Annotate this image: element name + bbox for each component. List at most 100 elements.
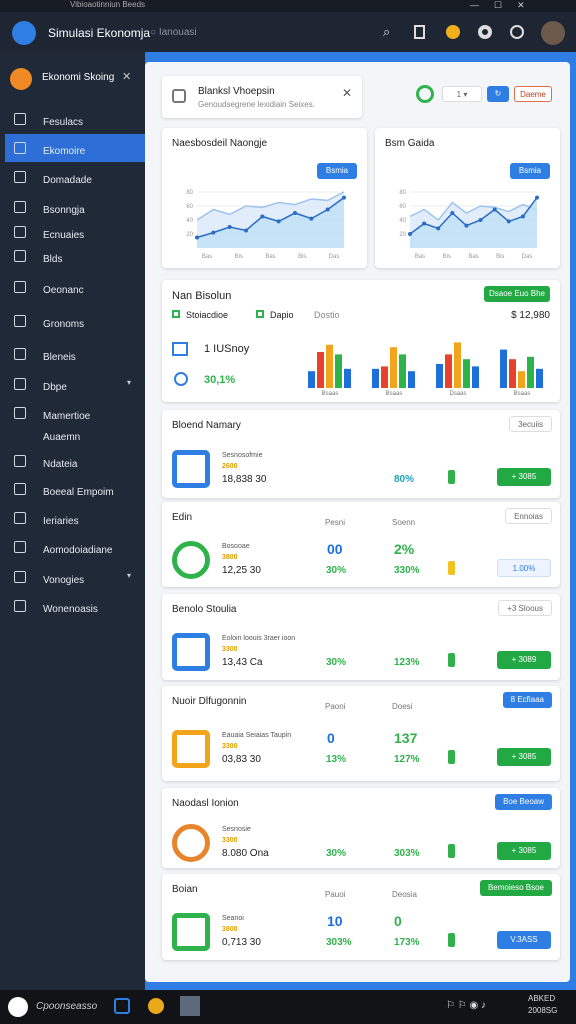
chart-title: Bsm Gaida <box>385 138 435 149</box>
summary-tab[interactable]: Dapio <box>256 310 294 320</box>
status-icon[interactable] <box>416 85 434 103</box>
start-button[interactable] <box>8 997 28 1017</box>
nav-item[interactable]: Ieriaries <box>5 504 145 532</box>
row-action[interactable]: + 3085 <box>497 747 551 766</box>
section-button[interactable]: Bemoieso Bsoe <box>479 880 552 896</box>
icon-button[interactable]: ↻ <box>487 86 509 102</box>
nav-item[interactable]: Dbpe ▾ <box>5 370 145 398</box>
sidebar-title: Ekonomi Skoing <box>42 72 115 83</box>
section-button[interactable]: +3 Sloous <box>498 600 552 616</box>
task-browser[interactable] <box>148 998 164 1014</box>
nav-item[interactable]: Ekomoire <box>5 134 145 162</box>
taskbar-search[interactable]: Cpoonseasso <box>36 1001 98 1012</box>
point <box>492 207 497 212</box>
nav-label: Gronoms <box>43 319 85 330</box>
section-card: Naodasl Ionion Boe Beoaw Sesnosie 3300 8.080… <box>162 788 560 868</box>
nav-item[interactable]: Gronoms <box>5 307 145 335</box>
nav-item[interactable]: Bsonngja <box>5 193 145 221</box>
clock-time: ABKED <box>528 994 556 1003</box>
row-action[interactable]: + 3085 <box>497 468 551 486</box>
select-value: 1 <box>456 90 462 99</box>
section-title: Benolo Stoulia <box>172 604 237 615</box>
row-action[interactable]: + 3085 <box>497 842 551 860</box>
toolbar-button[interactable]: Daeme <box>514 86 552 102</box>
row-action[interactable]: 1.00% <box>497 558 551 577</box>
tab-label: Dostio <box>314 310 340 320</box>
nav-icon <box>14 250 26 262</box>
window-title: Vibioaotinniun Beeds <box>70 0 146 9</box>
summary-tab[interactable]: Dostio <box>314 310 340 320</box>
nav-label: Ieriaries <box>43 516 79 527</box>
bar <box>381 366 388 388</box>
row-amount: 03,83 30 <box>222 753 261 765</box>
row-percent-2: 303% <box>394 848 420 859</box>
row-amount: 18,838 30 <box>222 474 267 485</box>
bar <box>372 368 379 388</box>
nav-icon <box>14 483 26 495</box>
help-icon[interactable] <box>510 25 524 39</box>
section-button[interactable]: Ennoias <box>505 508 552 524</box>
x-tick-label: Bis <box>235 254 243 260</box>
window-controls[interactable]: — ☐ ✕ <box>470 0 525 10</box>
nav-label: Ekomoire <box>43 146 86 157</box>
row-indicator <box>448 844 455 858</box>
row-value-2: 0 <box>394 913 402 929</box>
nav-item[interactable]: Domadade <box>5 163 145 191</box>
bar <box>390 347 397 388</box>
row-tag: 3300 <box>222 742 238 750</box>
summary-button[interactable]: Dsaoe Euo Bhe <box>484 286 550 302</box>
search-icon[interactable]: ⌕ <box>383 24 391 39</box>
nav-icon <box>14 142 26 154</box>
chart-button[interactable]: Bsmia <box>510 163 550 179</box>
point <box>325 207 330 212</box>
row-indicator <box>448 470 455 484</box>
chart-button[interactable]: Bsmia <box>317 163 357 179</box>
section-button[interactable]: Boe Beoaw <box>495 794 552 810</box>
nav-item[interactable]: Mamertioe Auaemn <box>5 399 145 443</box>
section-card: Boian Bemoieso Bsoe Pauoi Deosia Seanoi 3800 0… <box>162 874 560 960</box>
summary-tab[interactable]: Stoiacdioe <box>172 310 228 320</box>
bookmark-icon[interactable] <box>414 25 425 39</box>
settings-icon[interactable] <box>478 25 492 39</box>
nav-item[interactable]: Ndateia <box>5 447 145 475</box>
nav-item[interactable]: Ecnuaies <box>5 218 145 246</box>
nav-item[interactable]: Vonogies ▾ <box>5 563 145 591</box>
row-value-2: 2% <box>394 540 415 557</box>
nav-item[interactable]: Oeonanc <box>5 273 145 301</box>
point <box>260 214 265 219</box>
point <box>450 211 455 215</box>
title-strip: Vibioaotinniun Beeds — ☐ ✕ <box>0 0 576 12</box>
row-action[interactable]: + 3089 <box>497 651 551 669</box>
task-app[interactable] <box>114 998 130 1014</box>
x-tick-label: Das <box>329 254 340 260</box>
row-action[interactable]: V.3ASS <box>497 931 551 949</box>
nav-item[interactable]: Aomodoiadiane <box>5 533 145 561</box>
clock-date: 2008SG <box>528 1006 558 1015</box>
nav-item[interactable]: Fesulacs <box>5 105 145 133</box>
notification-icon[interactable] <box>446 25 460 39</box>
search-box[interactable]: ○ Ianouasi <box>150 27 197 38</box>
task-files[interactable] <box>180 996 200 1016</box>
nav-item[interactable]: Boeeal Empoim <box>5 475 145 503</box>
row-percent-2: 127% <box>394 753 420 765</box>
nav-item[interactable]: Blds <box>5 242 145 270</box>
select-box[interactable]: 1 ▾ <box>442 86 482 102</box>
y-tick-label: 40 <box>399 218 406 224</box>
section-button[interactable]: 8 Ecfiaaa <box>502 692 552 708</box>
row-name: Sesnosofmie <box>222 452 263 459</box>
app-logo[interactable] <box>12 21 36 45</box>
notice-close[interactable]: ✕ <box>342 86 353 100</box>
sidebar-close[interactable]: ✕ <box>122 71 132 83</box>
nav-item[interactable]: Bleneis <box>5 340 145 368</box>
row-amount: 12,25 30 <box>222 564 261 576</box>
nav-label: Wonenoasis <box>43 604 98 615</box>
nav-item[interactable]: Wonenoasis <box>5 592 145 620</box>
nav-label: Boeeal Empoim <box>43 487 114 498</box>
row-amount: 8.080 Ona <box>222 848 269 859</box>
nav-icon <box>14 455 26 467</box>
section-button[interactable]: 3ecuiis <box>509 416 552 432</box>
nav-icon <box>14 600 26 612</box>
avatar[interactable] <box>541 21 565 45</box>
nav-label: Vonogies <box>43 575 85 586</box>
